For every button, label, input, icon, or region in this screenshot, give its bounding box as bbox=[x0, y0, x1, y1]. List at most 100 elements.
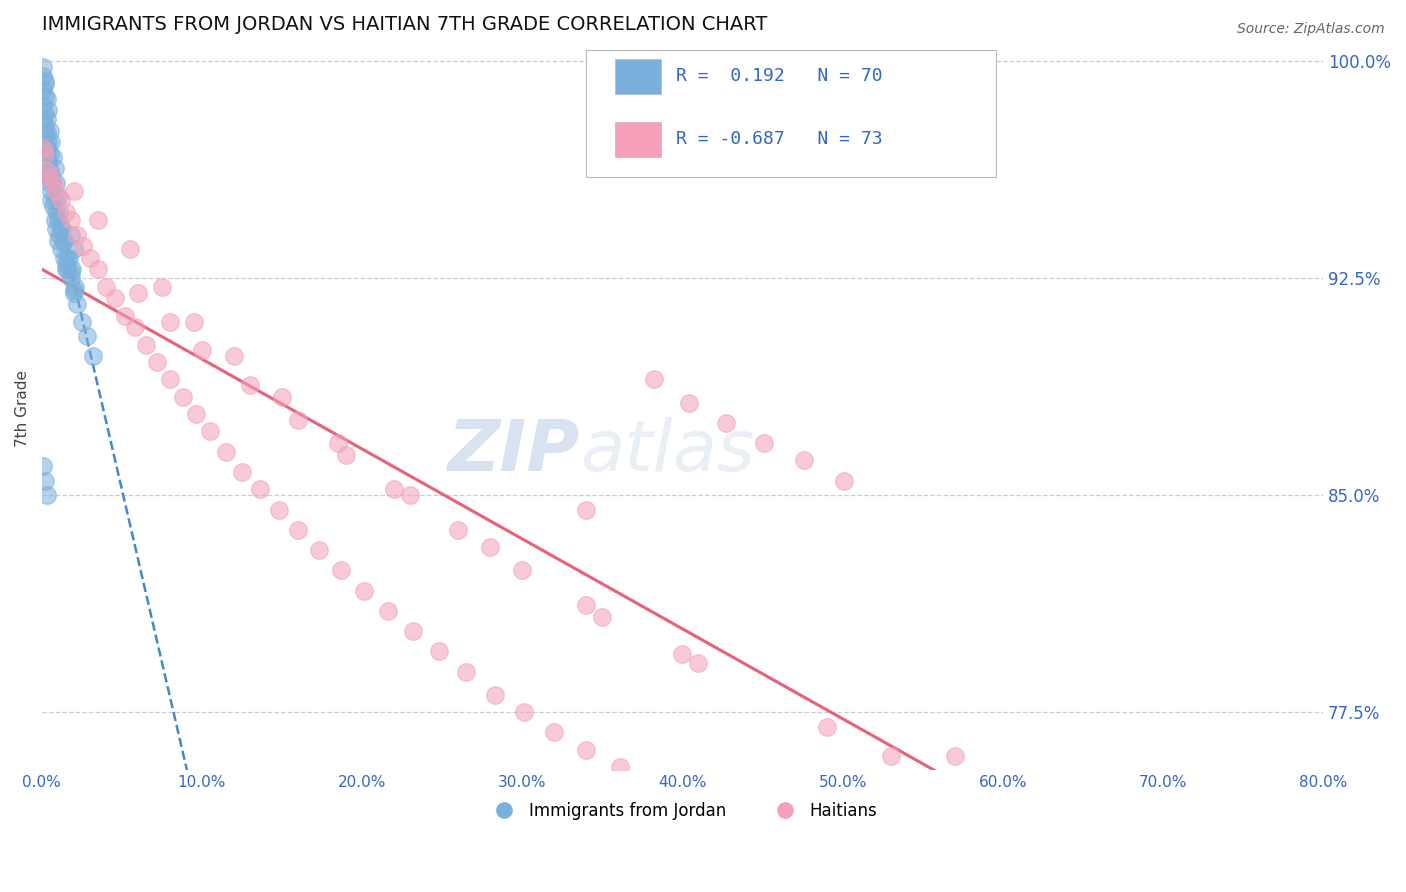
Point bbox=[591, 609, 613, 624]
Point bbox=[35, 141, 58, 155]
Point bbox=[399, 488, 422, 502]
Point bbox=[35, 141, 58, 155]
Point bbox=[215, 444, 238, 458]
Point bbox=[34, 474, 56, 488]
Point bbox=[55, 262, 77, 277]
Point bbox=[72, 239, 94, 253]
Point bbox=[41, 169, 63, 184]
Point bbox=[427, 644, 450, 658]
Point bbox=[45, 204, 67, 219]
Point bbox=[42, 199, 65, 213]
Point bbox=[752, 436, 775, 450]
Point bbox=[172, 390, 194, 404]
Point bbox=[510, 563, 533, 577]
Point bbox=[35, 92, 58, 106]
Point bbox=[52, 234, 75, 248]
Point bbox=[32, 60, 55, 74]
Point bbox=[335, 448, 357, 462]
Legend: Immigrants from Jordan, Haitians: Immigrants from Jordan, Haitians bbox=[481, 796, 884, 827]
Point bbox=[55, 257, 77, 271]
Point bbox=[42, 176, 65, 190]
Point bbox=[104, 292, 127, 306]
Point bbox=[35, 488, 58, 502]
Point bbox=[60, 262, 83, 277]
Point bbox=[879, 748, 901, 763]
Point bbox=[38, 176, 60, 190]
Y-axis label: 7th Grade: 7th Grade bbox=[15, 370, 30, 447]
Point bbox=[402, 624, 425, 639]
Point bbox=[63, 285, 86, 300]
Point bbox=[159, 314, 181, 328]
Text: ZIP: ZIP bbox=[447, 417, 579, 486]
Point bbox=[239, 378, 262, 392]
Point bbox=[38, 164, 60, 178]
Point bbox=[34, 118, 56, 132]
Text: atlas: atlas bbox=[579, 417, 755, 486]
Point bbox=[63, 184, 86, 198]
Point bbox=[35, 146, 58, 161]
Point bbox=[114, 309, 136, 323]
Point bbox=[94, 280, 117, 294]
Point bbox=[671, 647, 693, 661]
Point bbox=[46, 213, 69, 227]
Point bbox=[382, 483, 405, 497]
Point bbox=[44, 193, 66, 207]
Point bbox=[32, 83, 55, 97]
Point bbox=[678, 395, 700, 409]
Point bbox=[222, 349, 245, 363]
Point bbox=[42, 176, 65, 190]
Point bbox=[815, 720, 838, 734]
Point bbox=[34, 146, 56, 161]
Point bbox=[35, 112, 58, 126]
Point bbox=[63, 242, 86, 256]
Point bbox=[231, 465, 253, 479]
Point bbox=[287, 413, 309, 427]
Point bbox=[87, 213, 110, 227]
Point bbox=[943, 748, 966, 763]
Point bbox=[41, 193, 63, 207]
Point bbox=[70, 314, 93, 328]
Point bbox=[32, 112, 55, 126]
Point bbox=[543, 725, 565, 739]
Point bbox=[377, 604, 399, 618]
Point bbox=[32, 141, 55, 155]
Point bbox=[353, 583, 375, 598]
Point bbox=[58, 251, 80, 265]
Point bbox=[63, 283, 86, 297]
Point bbox=[135, 337, 157, 351]
Point bbox=[456, 665, 478, 679]
Point bbox=[198, 425, 221, 439]
Point bbox=[484, 688, 506, 702]
Point bbox=[35, 127, 58, 141]
Point bbox=[37, 103, 59, 118]
Point bbox=[44, 213, 66, 227]
Point bbox=[59, 265, 82, 279]
Point bbox=[118, 242, 141, 256]
Point bbox=[45, 176, 67, 190]
Point bbox=[267, 502, 290, 516]
Text: R =  0.192   N = 70: R = 0.192 N = 70 bbox=[676, 67, 883, 86]
Point bbox=[32, 69, 55, 83]
Point bbox=[308, 543, 330, 558]
Point bbox=[56, 251, 79, 265]
Point bbox=[34, 127, 56, 141]
Point bbox=[37, 155, 59, 169]
Point bbox=[146, 355, 169, 369]
Point bbox=[575, 743, 598, 757]
Point bbox=[688, 656, 710, 670]
Point bbox=[575, 502, 598, 516]
Point bbox=[191, 343, 214, 358]
Point bbox=[49, 222, 72, 236]
Point bbox=[330, 563, 353, 577]
Point bbox=[271, 390, 294, 404]
Point bbox=[575, 598, 598, 612]
Point bbox=[127, 285, 149, 300]
Point bbox=[79, 251, 101, 265]
FancyBboxPatch shape bbox=[614, 59, 661, 94]
Point bbox=[49, 242, 72, 256]
Point bbox=[34, 106, 56, 120]
Point bbox=[326, 436, 349, 450]
Point bbox=[46, 190, 69, 204]
Point bbox=[513, 705, 536, 719]
Point bbox=[159, 372, 181, 386]
